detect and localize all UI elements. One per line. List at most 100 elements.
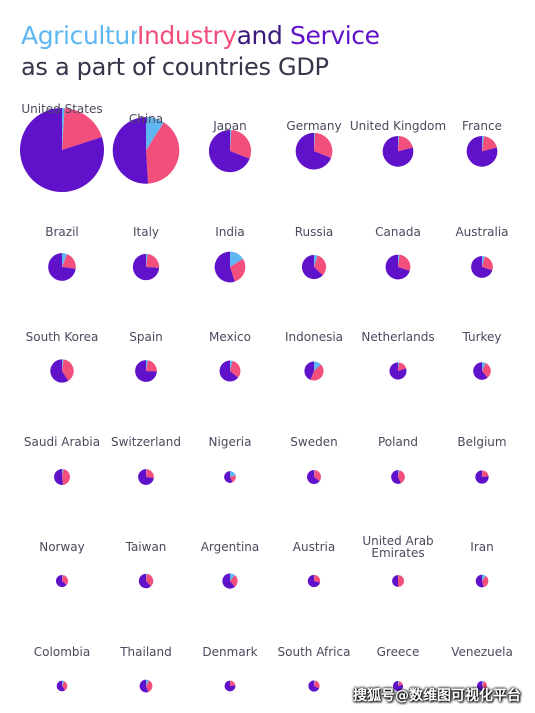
slice-industry xyxy=(398,254,411,271)
slice-agriculture xyxy=(482,362,486,371)
country-label: Greece xyxy=(377,645,420,659)
country-label: Canada xyxy=(375,225,421,239)
slice-industry xyxy=(314,132,333,158)
slice-service xyxy=(138,573,151,589)
slice-agriculture xyxy=(482,680,484,686)
pie-netherlands: Netherlands xyxy=(361,330,435,380)
slice-agriculture xyxy=(398,681,400,686)
slice-industry xyxy=(230,258,246,282)
pie-indonesia: Indonesia xyxy=(285,330,343,381)
pie-venezuela: Venezuela xyxy=(451,645,513,691)
slice-industry xyxy=(398,575,405,587)
country-label: Emirates xyxy=(371,546,424,560)
slice-service xyxy=(208,129,250,173)
slice-service xyxy=(308,680,320,692)
slice-service xyxy=(214,251,235,283)
slice-agriculture xyxy=(398,470,400,477)
slice-agriculture xyxy=(62,359,64,371)
slice-industry xyxy=(230,360,241,378)
country-label: United Arab xyxy=(362,534,433,548)
watermark: 搜狐号@数维图可视化平台 xyxy=(353,688,521,704)
country-label: Taiwan xyxy=(125,540,167,554)
slice-agriculture xyxy=(62,469,64,477)
pie-mexico: Mexico xyxy=(209,330,251,382)
country-label: Argentina xyxy=(201,540,260,554)
pie-argentina: Argentina xyxy=(201,540,260,589)
slice-industry xyxy=(482,681,488,691)
pie-brazil: Brazil xyxy=(45,225,79,281)
slice-service xyxy=(389,362,407,380)
slice-agriculture xyxy=(62,680,65,686)
country-label: United Kingdom xyxy=(350,119,446,133)
pie-denmark: Denmark xyxy=(202,645,258,692)
slice-industry xyxy=(314,255,327,276)
pie-australia: Australia xyxy=(455,225,509,278)
slice-service xyxy=(48,253,76,281)
pie-canada: Canada xyxy=(375,225,421,280)
slice-industry xyxy=(230,575,238,587)
slice-agriculture xyxy=(398,362,400,371)
slice-agriculture xyxy=(314,680,316,686)
slice-service xyxy=(382,135,414,167)
slice-industry xyxy=(146,253,160,268)
slice-industry xyxy=(62,575,69,585)
country-label: Japan xyxy=(212,119,246,133)
pie-switzerland: Switzerland xyxy=(111,435,181,485)
pie-taiwan: Taiwan xyxy=(125,540,167,589)
country-label: Turkey xyxy=(461,330,501,344)
pie-russia: Russia xyxy=(295,225,334,280)
country-label: Venezuela xyxy=(451,645,513,659)
pie-belgium: Belgium xyxy=(457,435,507,484)
country-label: Spain xyxy=(129,330,163,344)
slice-service xyxy=(224,680,236,692)
slice-agriculture xyxy=(62,253,68,267)
chart-title: AgricultureIndustryand Service as a part… xyxy=(21,20,380,82)
country-label: Nigeria xyxy=(209,435,252,449)
slice-agriculture xyxy=(314,132,316,152)
country-label: South Korea xyxy=(26,330,99,344)
slice-industry xyxy=(62,254,76,269)
slice-agriculture xyxy=(230,360,233,371)
title-and: and xyxy=(236,21,283,50)
pie-norway: Norway xyxy=(39,540,85,588)
slice-agriculture xyxy=(314,361,321,371)
slice-agriculture xyxy=(314,254,318,267)
slice-industry xyxy=(482,470,489,477)
country-label: Indonesia xyxy=(285,330,343,344)
country-label: Norway xyxy=(39,540,85,554)
pie-turkey: Turkey xyxy=(461,330,502,380)
title-service: Service xyxy=(290,21,380,50)
pie-japan: Japan xyxy=(208,119,252,173)
slice-industry xyxy=(398,135,413,152)
pie-greece: Greece xyxy=(377,645,420,691)
pie-nigeria: Nigeria xyxy=(209,435,252,483)
slice-industry xyxy=(62,108,102,150)
country-label: Sweden xyxy=(290,435,337,449)
slice-agriculture xyxy=(146,360,149,371)
slice-service xyxy=(132,253,160,281)
slice-service xyxy=(473,362,488,380)
slice-service xyxy=(219,360,239,382)
country-label: Saudi Arabia xyxy=(24,435,100,449)
slice-industry xyxy=(146,680,153,692)
pie-india: India xyxy=(214,225,246,283)
slice-agriculture xyxy=(314,469,315,477)
slice-service xyxy=(476,681,485,691)
slice-industry xyxy=(62,681,68,691)
slice-agriculture xyxy=(482,256,485,267)
country-label: China xyxy=(129,112,163,126)
slice-service xyxy=(55,574,67,588)
slice-industry xyxy=(62,469,71,485)
slice-industry xyxy=(146,360,157,372)
country-label: Russia xyxy=(295,225,334,239)
slice-service xyxy=(54,469,63,485)
title-industry: Industry xyxy=(137,21,237,50)
slice-industry xyxy=(482,363,491,378)
country-label: Thailand xyxy=(119,645,172,659)
slice-service xyxy=(475,574,484,588)
slice-industry xyxy=(146,122,180,184)
slice-agriculture xyxy=(146,573,147,581)
slice-industry xyxy=(230,680,236,686)
country-label: India xyxy=(215,225,244,239)
